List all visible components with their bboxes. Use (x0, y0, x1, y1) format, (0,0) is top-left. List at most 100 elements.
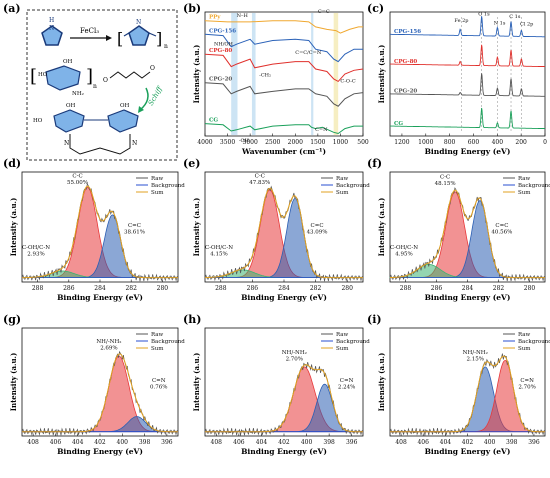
i-peak-label-0-0: NH/-NH₂ (463, 350, 488, 356)
polymer-bond-right (148, 32, 157, 37)
f-peak-label-2-0: C-OH/C-N (390, 245, 418, 251)
g-xtick-label-5: 398 (139, 439, 151, 446)
e-peak-label-0-0: C-C (255, 174, 265, 180)
chitosan-n-label: n (93, 83, 97, 90)
charts-layer: 4000 3500 3000 2500 2000 1500 1000 500Wavenumbe… (9, 9, 550, 456)
b-plot-frame (204, 11, 364, 137)
b-xtick-label-2: 3000 (243, 139, 258, 146)
b-series-3 (204, 82, 364, 107)
b-series-0 (204, 20, 363, 34)
h-ylabel: Intensity (a.u.) (192, 353, 201, 412)
d-sum-line (22, 185, 178, 279)
h-legend-label-0: Raw (336, 332, 349, 338)
c-xlabel: Binding Energy (eV) (425, 147, 511, 156)
i-xtick-label-2: 404 (440, 439, 452, 446)
e-peak-label-1-1: 43.09% (307, 230, 328, 236)
imine-n-right: N (132, 140, 137, 147)
f-xlabel: Binding Energy (eV) (425, 293, 511, 302)
pyrrole-nh-label: H (49, 17, 54, 24)
b-xtick-label-3: 2500 (265, 139, 280, 146)
panel-label-i: (i) (367, 313, 382, 326)
panel-label-f: (f) (367, 157, 382, 170)
i-peak-label-0-1: 2.15% (466, 356, 483, 362)
b-series-4 (204, 123, 363, 135)
ho-label: HO (38, 72, 48, 78)
g-xtick-label-6: 396 (161, 439, 173, 446)
f-xtick-label-2: 284 (462, 285, 474, 292)
h-legend-label-1: Background (336, 339, 370, 345)
polypyrrole-nh-label: N (136, 19, 141, 26)
f-peak-label-0-1: 48.15% (435, 181, 456, 187)
g-legend-label-0: Raw (151, 332, 164, 338)
e-xtick-label-2: 284 (278, 285, 290, 292)
i-sum-line (390, 355, 545, 433)
product-oh-left: OH (66, 103, 76, 109)
h-xtick-label-4: 400 (301, 439, 313, 446)
c-series-label-3: CG (394, 121, 403, 127)
f-xtick-label-4: 280 (524, 285, 536, 292)
panel-label-c: (c) (367, 2, 384, 15)
h-peak-label-0-0: NH/-NH₂ (282, 350, 307, 356)
i-xtick-label-1: 406 (417, 439, 429, 446)
b-series-label-4: CG (209, 118, 218, 124)
i-legend-label-1: Background (518, 339, 550, 345)
h-xtick-label-1: 406 (233, 439, 245, 446)
g-ylabel: Intensity (a.u.) (9, 353, 18, 412)
b-ylabel: Intensity (a.u.) (192, 45, 201, 104)
e-ylabel: Intensity (a.u.) (192, 198, 201, 257)
schiff-arrow (139, 87, 149, 111)
e-peak-label-1-0: C=C (311, 223, 324, 229)
b-annotation-6: C=N (315, 127, 328, 133)
e-xlabel: Binding Energy (eV) (241, 293, 327, 302)
i-peak-label-1-0: C=N (520, 378, 534, 384)
c-xtick-label-3: 600 (468, 139, 480, 146)
h-xtick-label-2: 404 (256, 439, 268, 446)
b-annotation-5: C-O-C (340, 79, 355, 85)
g-sum-line (22, 353, 178, 433)
h-peak-label-0-1: 2.70% (286, 356, 303, 362)
c-xtick-label-4: 400 (492, 139, 504, 146)
b-xtick-label-1: 3500 (220, 139, 235, 146)
b-series-label-3: CPG-20 (209, 77, 232, 83)
b-series-label-2: CPG-80 (209, 48, 232, 54)
schiff-arrow-head-icon (138, 106, 144, 113)
e-xtick-label-1: 286 (247, 285, 259, 292)
e-xtick-label-4: 280 (341, 285, 353, 292)
f-peak-label-1-1: 40.56% (491, 230, 512, 236)
f-peak-1 (390, 200, 545, 278)
h-sum-line (205, 364, 363, 433)
b-band-2 (311, 13, 314, 135)
h-xlabel: Binding Energy (eV) (241, 447, 327, 456)
b-xtick-label-0: 4000 (197, 139, 212, 146)
polypyrrole-ring-icon (128, 25, 150, 46)
reaction-scheme: H N FeCl₃ [ ] n N [ OH HO NH₂ ] n O O Sc… (26, 9, 178, 161)
i-xtick-label-0: 408 (395, 439, 407, 446)
g-xtick-label-1: 406 (50, 439, 62, 446)
c-series-1 (390, 44, 545, 68)
d-peak-label-1-0: C=C (128, 223, 141, 229)
d-xtick-label-3: 282 (125, 285, 137, 292)
bracket-right: ] (156, 29, 162, 48)
e-xtick-label-3: 282 (310, 285, 322, 292)
e-legend-label-0: Raw (336, 176, 349, 182)
b-annotation-1: C=C (318, 9, 330, 15)
c-series-label-2: CPG-20 (394, 89, 417, 95)
e-sum-line (204, 187, 363, 279)
panel-label-e: (e) (183, 157, 200, 170)
f-legend-label-0: Raw (518, 176, 531, 182)
d-legend-label-0: Raw (151, 176, 164, 182)
b-xtick-label-4: 2000 (288, 139, 303, 146)
panel-label-h: (h) (183, 313, 201, 326)
c-series-label-0: CPG-156 (394, 29, 421, 35)
g-xlabel: Binding Energy (eV) (57, 447, 143, 456)
d-peak-label-1-1: 38.61% (124, 230, 145, 236)
f-xtick-label-1: 286 (431, 285, 443, 292)
d-xtick-label-4: 280 (157, 285, 169, 292)
polymer-bond-left (123, 32, 130, 37)
b-band-1 (251, 13, 256, 135)
i-xlabel: Binding Energy (eV) (425, 447, 511, 456)
f-ylabel: Intensity (a.u.) (377, 198, 386, 257)
d-peak-label-0-0: C-C (72, 174, 82, 180)
polymer-n-label: n (164, 43, 168, 50)
panel-label-a: (a) (3, 2, 21, 15)
